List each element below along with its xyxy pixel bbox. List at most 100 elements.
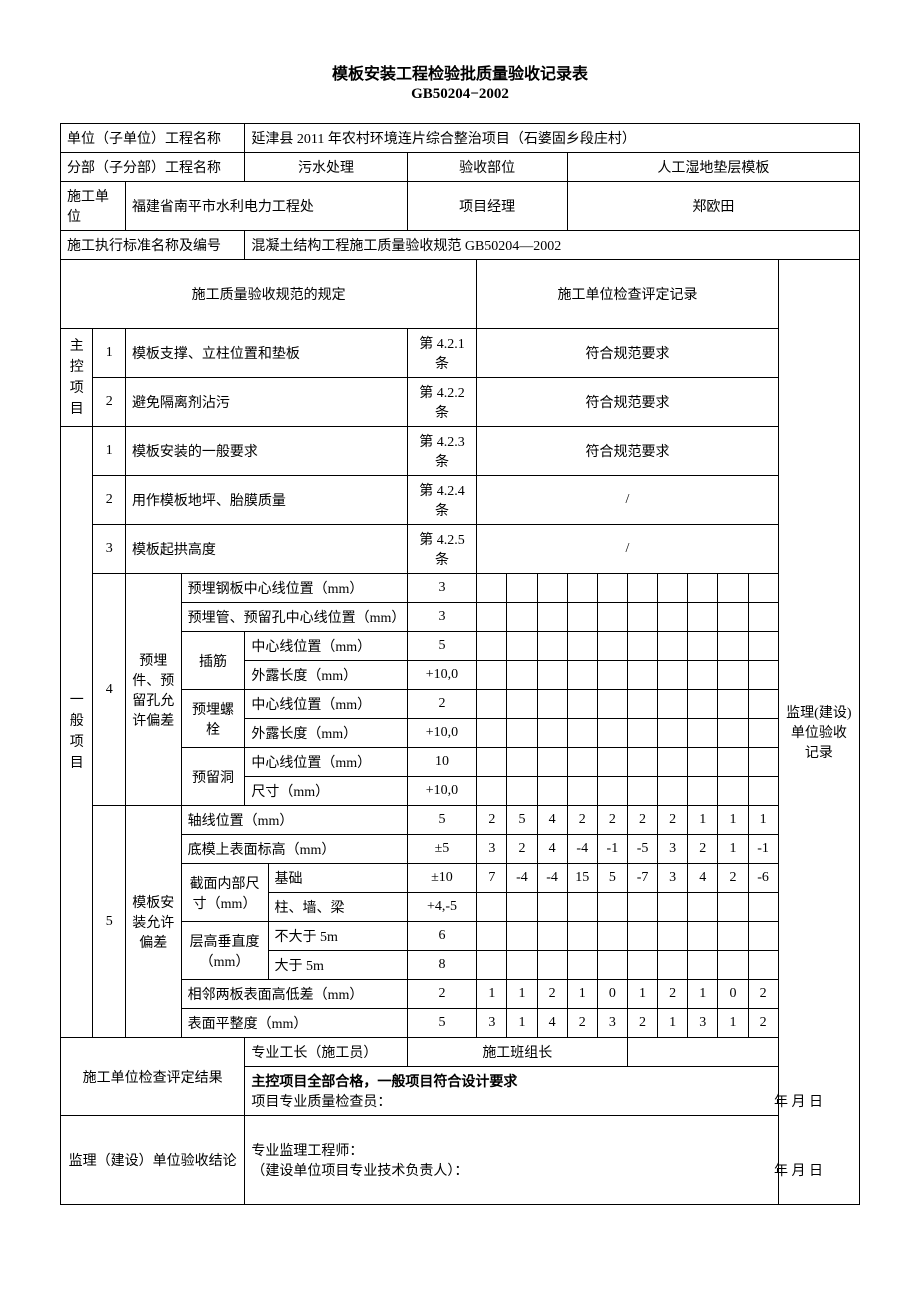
bolt-desc-1: 中心线位置（mm） (245, 690, 407, 719)
cell: 2 (718, 864, 748, 893)
bolt-label: 预埋螺栓 (181, 690, 245, 748)
cell (748, 690, 778, 719)
cell: 1 (718, 806, 748, 835)
row4-rebar-1: 插筋 中心线位置（mm） 5 (61, 632, 860, 661)
cell (658, 893, 688, 922)
footer-row-1: 施工单位检查评定结果 专业工长（施工员） 施工班组长 (61, 1038, 860, 1067)
cell (567, 777, 597, 806)
cell: 3 (688, 1009, 718, 1038)
cell (597, 951, 627, 980)
cell (537, 661, 567, 690)
cell: 1 (658, 1009, 688, 1038)
cell (748, 777, 778, 806)
hole-desc-1: 中心线位置（mm） (245, 748, 407, 777)
cell (658, 690, 688, 719)
mc-num-2: 2 (93, 378, 125, 427)
cell (477, 603, 507, 632)
row4-item-2: 预埋管、预留孔中心线位置（mm） 3 (61, 603, 860, 632)
cell (688, 661, 718, 690)
cell: 4 (537, 806, 567, 835)
cell (477, 719, 507, 748)
section-header-row: 施工质量验收规范的规定 施工单位检查评定记录 监理(建设)单位验收记录 (61, 260, 860, 329)
cell (567, 632, 597, 661)
cell (748, 719, 778, 748)
supervision-cell: 专业监理工程师： （建设单位项目专业技术负责人）： 年 月 日 (245, 1116, 860, 1205)
g-desc-1: 模板安装的一般要求 (125, 427, 407, 476)
bottom-desc: 底模上表面标高（mm） (181, 835, 407, 864)
foreman-label: 专业工长（施工员） (245, 1038, 407, 1067)
cell (627, 951, 657, 980)
cell (597, 922, 627, 951)
hole-val-2: +10,0 (407, 777, 477, 806)
cell (688, 777, 718, 806)
cell (537, 748, 567, 777)
cell (718, 748, 748, 777)
accept-part: 人工湿地垫层模板 (567, 153, 859, 182)
cell: 15 (567, 864, 597, 893)
cell (627, 632, 657, 661)
cell (658, 719, 688, 748)
cell (658, 922, 688, 951)
cell (597, 777, 627, 806)
cell (627, 603, 657, 632)
cell: 1 (718, 835, 748, 864)
sub-project: 污水处理 (245, 153, 407, 182)
cell (507, 748, 537, 777)
team-leader-value (627, 1038, 859, 1067)
cell (718, 777, 748, 806)
cell (688, 893, 718, 922)
cell (507, 777, 537, 806)
hole-desc-2: 尺寸（mm） (245, 777, 407, 806)
cell: 5 (597, 864, 627, 893)
cell: 1 (507, 980, 537, 1009)
header-row-2: 分部（子分部）工程名称 污水处理 验收部位 人工湿地垫层模板 (61, 153, 860, 182)
axis-val: 5 (407, 806, 477, 835)
label-project-manager: 项目经理 (407, 182, 567, 231)
cell: 3 (658, 864, 688, 893)
section-label: 截面内部尺寸（mm） (181, 864, 268, 922)
cell (597, 719, 627, 748)
cell: 4 (688, 864, 718, 893)
cell: 2 (567, 806, 597, 835)
g-result-1: 符合规范要求 (477, 427, 778, 476)
row4-val-1: 3 (407, 574, 477, 603)
main-table: 单位（子单位）工程名称 延津县 2011 年农村环境连片综合整治项目（石婆固乡段… (60, 123, 860, 1205)
cell (688, 690, 718, 719)
row4-desc-1: 预埋钢板中心线位置（mm） (181, 574, 407, 603)
project-manager: 郑欧田 (567, 182, 859, 231)
cell (537, 690, 567, 719)
hole-val-1: 10 (407, 748, 477, 777)
cell (507, 719, 537, 748)
main-control-label: 主控项目 (61, 329, 93, 427)
result-text-cell: 主控项目全部合格，一般项目符合设计要求 项目专业质量检查员： 年 月 日 (245, 1067, 860, 1116)
cell (597, 632, 627, 661)
cell (658, 574, 688, 603)
cell (748, 574, 778, 603)
cell (748, 922, 778, 951)
section-desc-2: 柱、墙、梁 (268, 893, 407, 922)
g-desc-3: 模板起拱高度 (125, 525, 407, 574)
height-label: 层高垂直度（mm） (181, 922, 268, 980)
cell: 2 (597, 806, 627, 835)
mc-clause-2: 第 4.2.2 条 (407, 378, 477, 427)
axis-desc: 轴线位置（mm） (181, 806, 407, 835)
row4-val-2: 3 (407, 603, 477, 632)
cell (477, 574, 507, 603)
cell: 2 (567, 1009, 597, 1038)
row5-flatness: 表面平整度（mm） 5 3 1 4 2 3 2 1 3 1 2 (61, 1009, 860, 1038)
cell: 2 (537, 980, 567, 1009)
cell (507, 661, 537, 690)
g-result-3: / (477, 525, 778, 574)
cell: -4 (537, 864, 567, 893)
cell (537, 632, 567, 661)
mc-desc-2: 避免隔离剂沾污 (125, 378, 407, 427)
cell: 1 (748, 806, 778, 835)
cell (507, 690, 537, 719)
cell (688, 719, 718, 748)
adjacent-desc: 相邻两板表面高低差（mm） (181, 980, 407, 1009)
label-sub-project: 分部（子分部）工程名称 (61, 153, 245, 182)
cell (718, 893, 748, 922)
cell: 7 (477, 864, 507, 893)
g-num-1: 1 (93, 427, 125, 476)
flatness-desc: 表面平整度（mm） (181, 1009, 407, 1038)
